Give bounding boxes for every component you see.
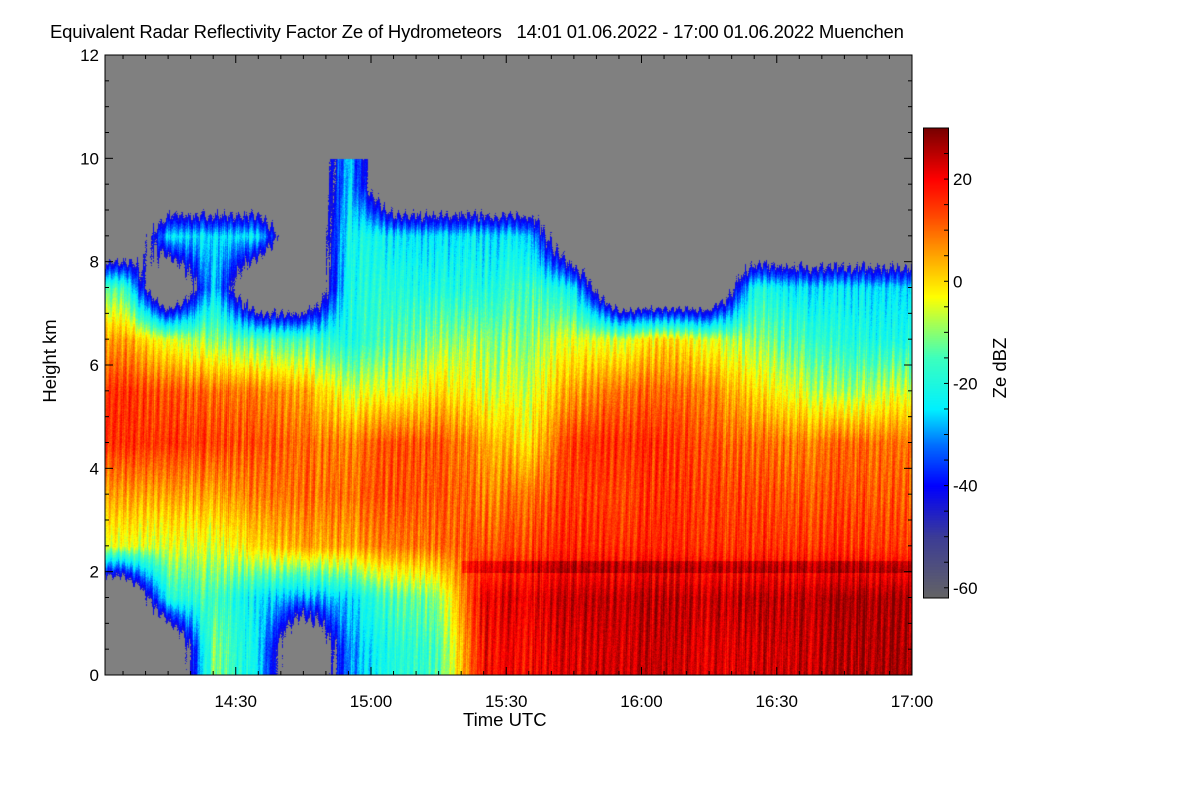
y-axis-label: Height km	[39, 319, 60, 403]
x-tick-label: 15:00	[350, 692, 393, 711]
x-tick-label: 15:30	[485, 692, 528, 711]
colorbar-label: Ze dBZ	[989, 337, 1010, 399]
colorbar-tick-label: 20	[953, 170, 972, 189]
colorbar-tick-label: -40	[953, 477, 978, 496]
colorbar	[923, 128, 948, 606]
y-tick-label: 6	[90, 356, 99, 375]
y-tick-label: 8	[90, 253, 99, 272]
y-tick-label: 10	[80, 149, 99, 168]
y-tick-label: 2	[90, 563, 99, 582]
x-tick-label: 14:30	[214, 692, 257, 711]
x-tick-label: 16:30	[755, 692, 798, 711]
x-tick-label: 17:00	[891, 692, 934, 711]
reflectivity-heatmap	[105, 55, 912, 675]
x-tick-label: 16:00	[620, 692, 663, 711]
colorbar-frame	[923, 127, 949, 599]
y-tick-label: 12	[80, 46, 99, 65]
colorbar-tick-label: 0	[953, 272, 962, 291]
plot-frame	[104, 54, 913, 676]
chart-title: Equivalent Radar Reflectivity Factor Ze …	[50, 21, 904, 42]
colorbar-tick-label: -20	[953, 374, 978, 393]
colorbar-tick-label: -60	[953, 579, 978, 598]
x-axis-label: Time UTC	[463, 709, 547, 730]
y-tick-label: 4	[90, 459, 99, 478]
y-tick-label: 0	[90, 666, 99, 685]
